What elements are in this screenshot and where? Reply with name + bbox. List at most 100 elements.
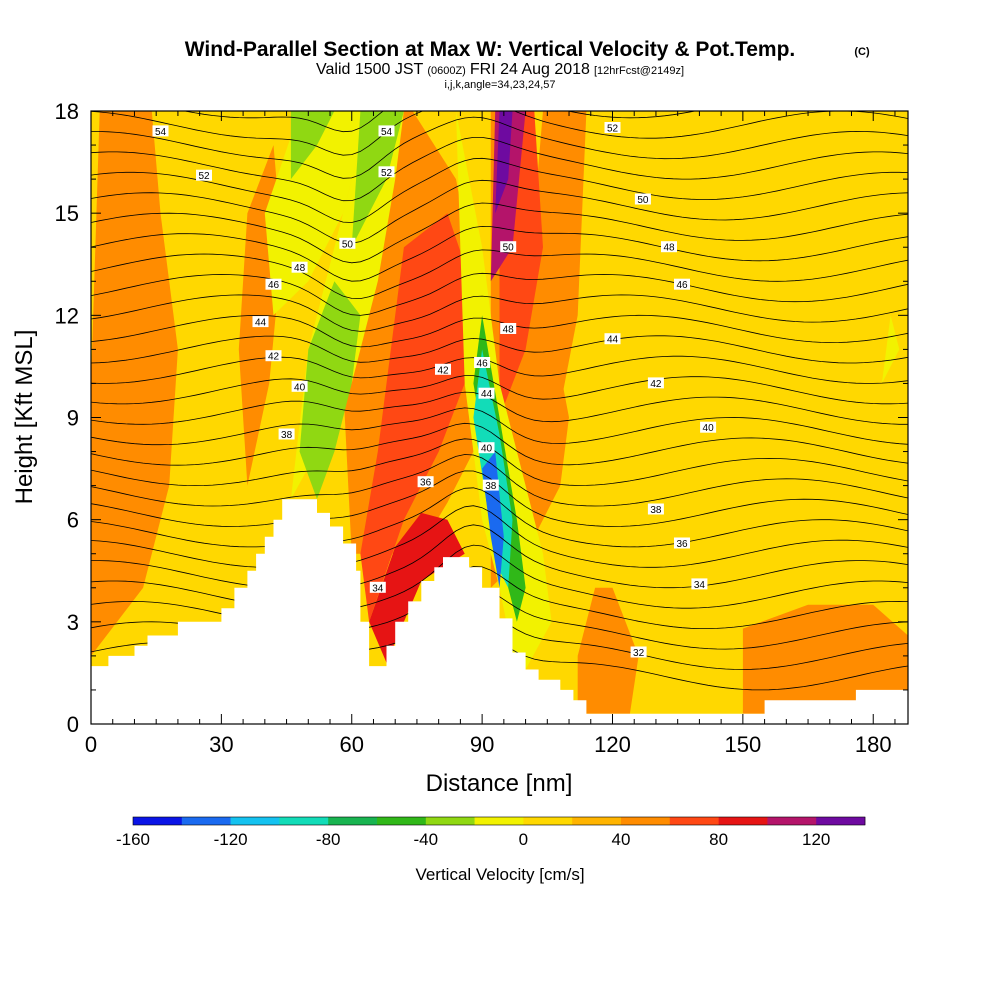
x-tick-label: 180	[855, 732, 892, 757]
x-tick-label: 60	[340, 732, 364, 757]
isentrope-label-text: 34	[694, 580, 706, 591]
chart-subtitle-2: i,j,k,angle=34,23,24,57	[444, 79, 555, 91]
isentrope-label: 52	[196, 169, 212, 182]
isentrope-label-text: 54	[381, 127, 393, 138]
velocity-region	[456, 111, 552, 670]
isentrope-label-text: 38	[281, 430, 293, 441]
isentrope-label-text: 48	[503, 325, 515, 336]
isentrope-label-text: 42	[437, 365, 449, 376]
isentrope-line	[91, 202, 908, 264]
colorbar-swatch	[181, 817, 231, 825]
isentrope-label: 48	[291, 261, 308, 274]
isentrope-label: 44	[604, 333, 621, 346]
velocity-region	[299, 281, 361, 500]
x-axis: 0 30 60 90 120 150 180	[85, 111, 896, 757]
subtitle-fcst: [12hrFcst@2149z]	[594, 65, 684, 77]
x-axis-label: Distance [nm]	[426, 770, 573, 797]
isentrope-label-text: 42	[650, 379, 662, 390]
plot-area: 54 52 54 52 50 48 46 44 42 40 38 36 34 42 46 44 40 38 50 48…	[91, 104, 908, 724]
velocity-region	[516, 111, 587, 520]
isentrope-line	[91, 294, 908, 332]
isentrope-label: 48	[500, 323, 517, 336]
isentrope-label: 40	[700, 421, 717, 434]
y-tick-label: 18	[55, 99, 79, 124]
isentrope-label: 54	[378, 125, 395, 138]
isentrope-line	[91, 544, 908, 611]
isentrope-label: 38	[278, 428, 295, 441]
isentrope-line	[91, 375, 908, 405]
isentrope-label-text: 38	[650, 505, 662, 516]
colorbar-tick-label: -80	[316, 830, 341, 849]
isentrope-line	[91, 335, 908, 364]
isentrope-label-text: 50	[637, 195, 649, 206]
isentrope-label: 48	[661, 241, 677, 254]
isentrope-labels: 54 52 54 52 50 48 46 44 42 40 38 36 34 42 46 44 40 38 50 48…	[152, 122, 717, 659]
isentrope-label: 32	[630, 646, 647, 659]
colorbar-tick-label: 120	[802, 830, 830, 849]
isentrope-label: 42	[647, 377, 664, 390]
isentrope-label-text: 40	[703, 423, 715, 434]
colorbar-swatch	[328, 817, 378, 825]
isentrope-label: 54	[152, 125, 169, 138]
isentrope-line	[91, 116, 908, 179]
colorbar-tick-label: -120	[214, 830, 248, 849]
chart-subtitle: Valid 1500 JST (0600Z) FRI 24 Aug 2018 [12h…	[316, 61, 684, 78]
isentrope-line	[91, 505, 908, 568]
velocity-region	[351, 111, 404, 248]
colorbar-frame	[132, 816, 866, 826]
isentrope-label: 34	[369, 581, 386, 594]
colorbar-tick-label: 40	[612, 830, 631, 849]
colorbar-tick-label: 0	[519, 830, 528, 849]
title-mark: (C)	[854, 46, 870, 58]
colorbar-swatch	[474, 817, 524, 825]
colorbar-tick-label: -160	[116, 830, 150, 849]
x-tick-label: 90	[470, 732, 494, 757]
velocity-field	[91, 111, 908, 714]
colorbar-swatch	[621, 817, 671, 825]
isentrope-label-text: 50	[503, 243, 515, 254]
chart-title: Wind-Parallel Section at Max W: Vertical…	[185, 38, 796, 61]
isentrope-label: 36	[417, 476, 434, 489]
colorbar-swatch	[572, 817, 622, 825]
x-tick-label: 30	[209, 732, 233, 757]
colorbar-swatch	[377, 817, 427, 825]
subtitle-valid: Valid 1500 JST	[316, 61, 424, 78]
velocity-region	[742, 604, 908, 714]
colorbar-swatch	[133, 817, 183, 825]
x-tick-label: 0	[85, 732, 97, 757]
isentrope-label-text: 48	[663, 243, 675, 254]
isentrope-label-text: 40	[294, 382, 306, 393]
isentrope-line	[91, 391, 908, 425]
isentrope-label-text: 42	[268, 352, 280, 363]
terrain	[91, 499, 908, 724]
isentrope-label-text: 38	[485, 481, 497, 492]
isentrope-line	[91, 524, 908, 589]
isentrope-label: 38	[482, 479, 499, 492]
isentrope-line	[91, 104, 908, 108]
isentrope-line	[91, 225, 908, 282]
velocity-region	[91, 111, 178, 656]
isentrope-line	[183, 111, 697, 133]
isentrope-label: 52	[604, 122, 621, 135]
isentrope-label-text: 46	[676, 280, 688, 291]
isentrope-line	[91, 111, 908, 156]
isentrope-label: 44	[478, 387, 495, 400]
colorbar-swatch	[523, 817, 573, 825]
isentrope-label-text: 36	[420, 478, 432, 489]
isentrope-label-text: 44	[607, 335, 619, 346]
velocity-region	[369, 512, 465, 663]
isentrope-label: 34	[691, 578, 708, 591]
velocity-region	[881, 315, 900, 384]
isentrope-line	[91, 470, 908, 527]
subtitle-utc: (0600Z)	[427, 65, 466, 77]
subtitle-date: FRI 24 Aug 2018	[470, 61, 590, 78]
isentrope-label: 50	[500, 241, 517, 254]
isentrope-line	[91, 454, 908, 507]
colorbar-label: Vertical Velocity [cm/s]	[415, 865, 584, 884]
isentrope-label-text: 44	[481, 389, 493, 400]
isentrope-line	[91, 179, 908, 244]
isentrope-label-text: 34	[372, 583, 384, 594]
colorbar-swatch	[279, 817, 329, 825]
isentrope-label: 42	[265, 350, 282, 363]
